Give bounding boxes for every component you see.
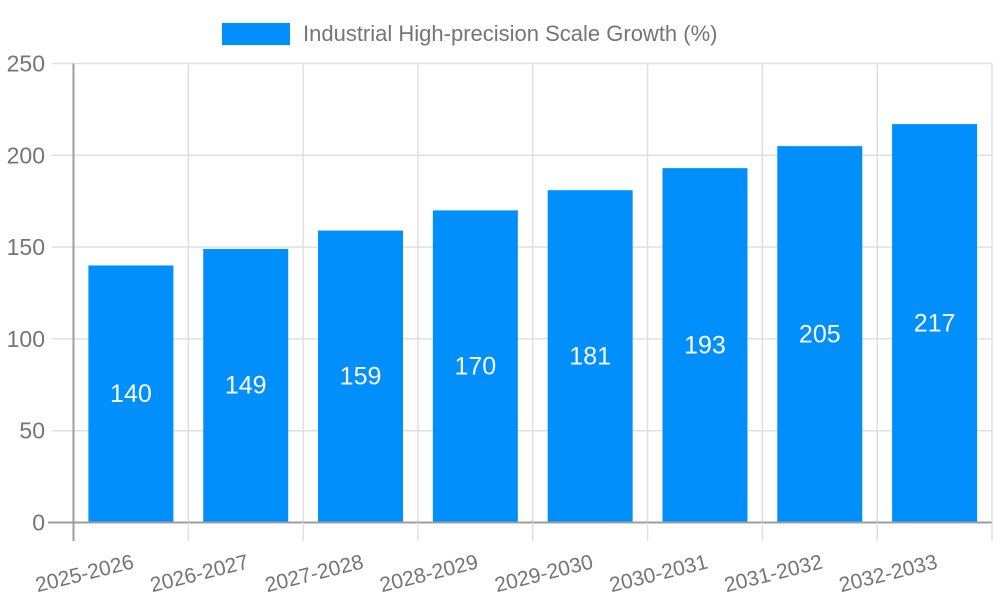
bar-value-label: 217	[914, 309, 956, 337]
bar-2031-2032[interactable]	[777, 146, 863, 523]
bar-value-label: 170	[454, 352, 496, 380]
y-axis-tick-label: 0	[32, 510, 45, 536]
legend-item[interactable]: Industrial High-precision Scale Growth (…	[222, 21, 718, 47]
bar-2029-2030[interactable]	[547, 190, 633, 523]
x-axis-tick-label: 2027-2028	[263, 551, 366, 598]
bar-2030-2031[interactable]	[662, 168, 748, 523]
y-axis-tick-label: 50	[19, 418, 45, 444]
x-axis-tick-label: 2032-2033	[837, 551, 940, 598]
bar-value-label: 149	[225, 372, 267, 400]
y-axis-tick-label: 250	[7, 51, 45, 77]
y-axis-tick-label: 150	[7, 234, 45, 260]
bar-2032-2033[interactable]	[892, 124, 978, 523]
x-axis-tick-label: 2031-2032	[722, 551, 825, 598]
legend-label: Industrial High-precision Scale Growth (…	[303, 21, 718, 46]
bar-value-label: 181	[569, 342, 611, 370]
x-axis-tick-label: 2030-2031	[607, 551, 710, 598]
x-axis-tick-label: 2028-2029	[378, 551, 481, 598]
bar-2027-2028[interactable]	[318, 230, 404, 523]
legend-marker	[222, 23, 290, 45]
y-axis-tick-label: 200	[7, 142, 45, 168]
bar-2026-2027[interactable]	[203, 248, 289, 523]
bar-value-label: 205	[799, 320, 841, 348]
bar-value-label: 159	[340, 363, 382, 391]
bar-2025-2026[interactable]	[88, 265, 174, 523]
x-axis-tick-label: 2025-2026	[33, 551, 136, 598]
bar-value-label: 193	[684, 331, 726, 359]
x-axis-tick-label: 2026-2027	[148, 551, 251, 598]
x-axis-tick-label: 2029-2030	[492, 551, 595, 598]
bar-value-label: 140	[110, 380, 152, 408]
y-axis-tick-label: 100	[7, 326, 45, 352]
bar-2028-2029[interactable]	[432, 210, 518, 523]
